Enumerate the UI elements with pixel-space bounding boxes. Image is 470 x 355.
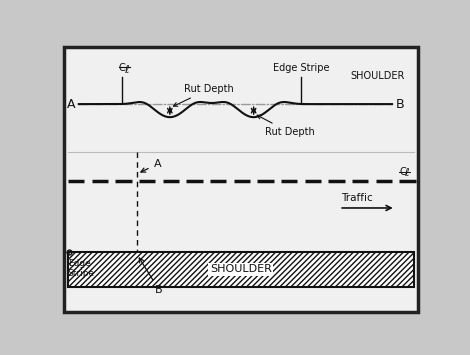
Text: SHOULDER: SHOULDER [350, 71, 405, 81]
Text: B: B [396, 98, 404, 111]
Text: Stripe: Stripe [68, 269, 95, 278]
Text: Edge Stripe: Edge Stripe [273, 63, 329, 73]
Text: $\mathsf{ℓ}$: $\mathsf{ℓ}$ [124, 62, 130, 75]
Bar [68, 252, 414, 287]
Text: Rut Depth: Rut Depth [257, 115, 314, 137]
Text: Traffic: Traffic [342, 192, 373, 202]
Text: $\mathsf{C}$: $\mathsf{C}$ [118, 61, 126, 73]
Text: A: A [67, 98, 75, 111]
Text: Edge: Edge [68, 258, 91, 268]
FancyBboxPatch shape [64, 47, 417, 312]
Text: Rut Depth: Rut Depth [173, 84, 234, 106]
Text: $\mathsf{C}$: $\mathsf{C}$ [400, 164, 407, 176]
Bar [68, 252, 414, 287]
Text: SHOULDER: SHOULDER [210, 264, 272, 274]
Text: $\mathsf{ℓ}$: $\mathsf{ℓ}$ [404, 166, 410, 179]
Text: A: A [141, 159, 161, 172]
Text: B: B [139, 258, 163, 295]
